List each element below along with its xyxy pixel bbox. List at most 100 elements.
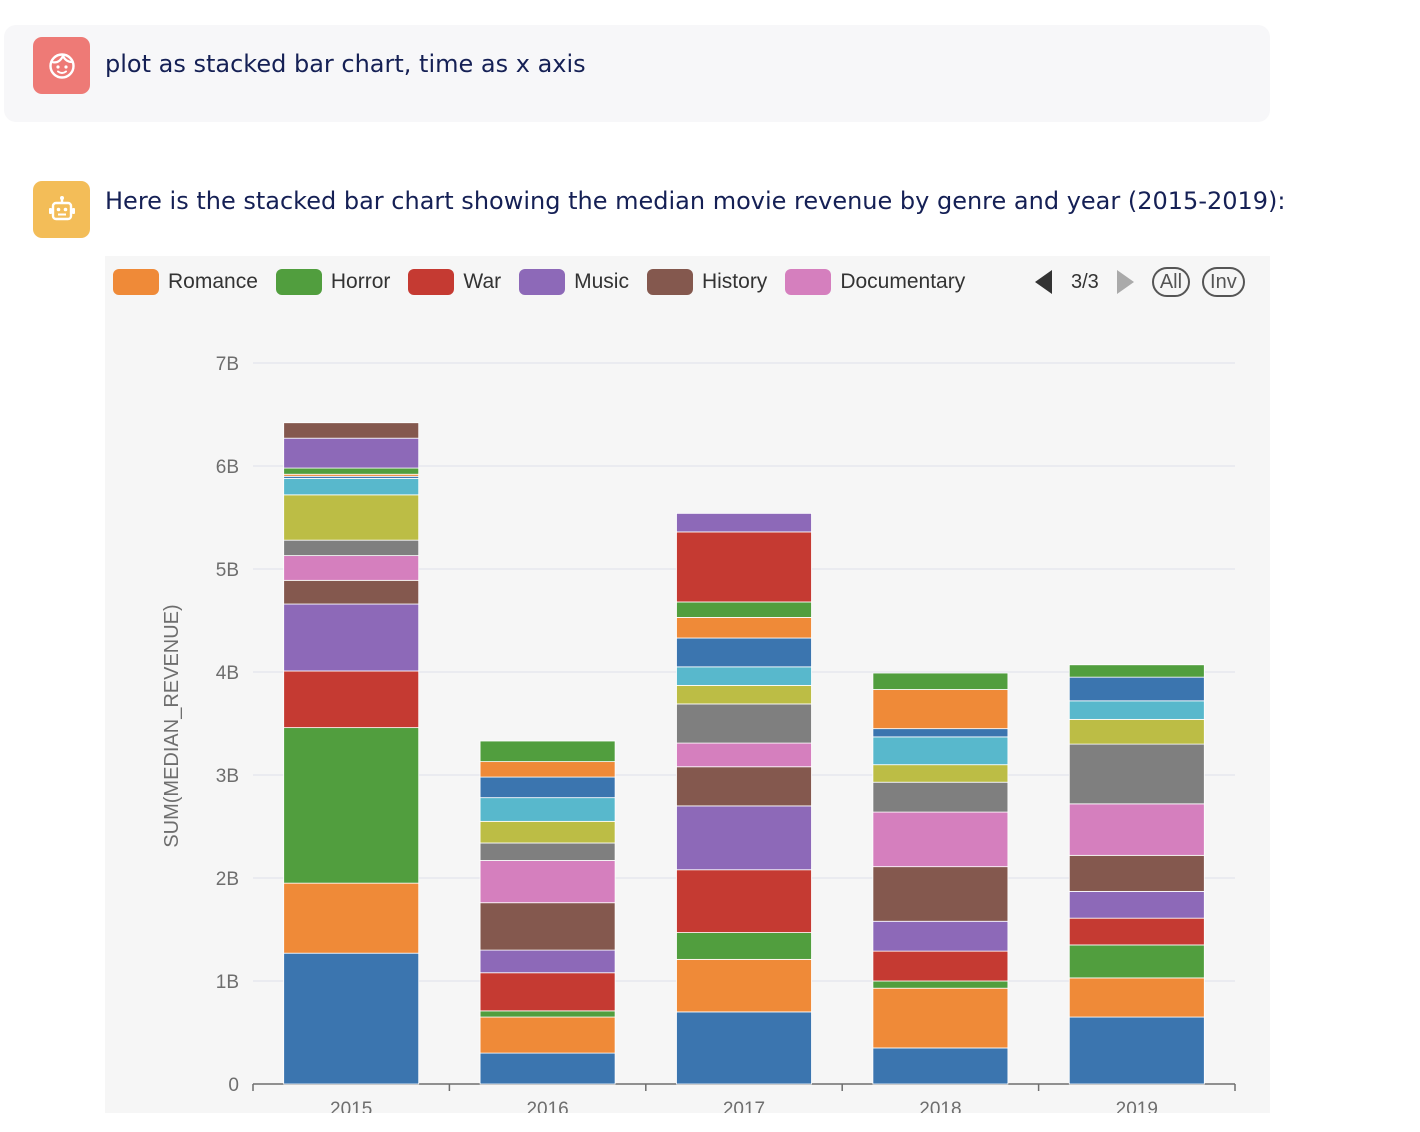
legend-item-horror[interactable]: Horror	[275, 269, 391, 295]
bar-segment	[872, 781, 1009, 813]
bar-segment	[676, 637, 812, 668]
legend-label: War	[463, 270, 502, 293]
bar-segment	[479, 740, 616, 763]
y-tick-label: 0	[228, 1075, 239, 1096]
x-tick-label: 2016	[526, 1099, 568, 1113]
bar-segment	[676, 932, 812, 960]
bar-segment	[872, 689, 1009, 730]
bar-segment	[1068, 718, 1205, 745]
bar-segment	[1068, 944, 1205, 979]
bar-segment	[479, 1016, 616, 1054]
y-tick-label: 2B	[216, 869, 239, 890]
bar-segment	[872, 980, 1009, 989]
legend-swatch	[275, 269, 322, 295]
user-message: plot as stacked bar chart, time as x axi…	[4, 25, 1270, 122]
user-avatar	[33, 37, 90, 94]
bar-segment	[676, 531, 812, 603]
bar-segment	[283, 437, 420, 469]
bar-segment	[479, 1010, 616, 1018]
bar-segment	[872, 987, 1009, 1049]
legend-label: Romance	[168, 270, 258, 293]
legend-swatch	[408, 269, 455, 295]
bar-segment	[676, 766, 812, 807]
bar-segment	[676, 703, 812, 744]
face-icon	[48, 52, 75, 79]
bar-segment	[872, 950, 1009, 982]
legend-item-history[interactable]: History	[646, 269, 768, 295]
legend-page-indicator: 3/3	[1071, 270, 1099, 293]
chart-container: Romance Horror War Music History Documentary …	[105, 256, 1270, 1113]
bar-segment	[479, 797, 616, 822]
legend-item-music[interactable]: Music	[519, 269, 629, 295]
bar-segment	[676, 1011, 812, 1085]
bar-segment	[872, 920, 1009, 952]
bar-segment	[283, 603, 420, 672]
bar-segment	[1068, 977, 1205, 1018]
legend-item-war[interactable]: War	[408, 269, 501, 295]
bar-segment	[872, 672, 1009, 690]
bar-segment	[283, 670, 420, 729]
bar-segment	[676, 869, 812, 933]
legend-item-romance[interactable]: Romance	[113, 269, 258, 295]
bar-segment	[872, 866, 1009, 922]
bar-segment	[479, 949, 616, 974]
bar-segment	[1068, 676, 1205, 702]
legend-swatch	[113, 269, 159, 295]
bar-segment	[479, 902, 616, 951]
bar-segment	[872, 1047, 1009, 1085]
bar-segment	[283, 727, 420, 884]
bar-segment	[676, 805, 812, 871]
y-tick-label: 6B	[216, 457, 239, 478]
next-page-icon[interactable]	[1116, 270, 1134, 294]
bar-segment	[1068, 890, 1205, 919]
bar-segment	[479, 860, 616, 904]
previous-page-icon[interactable]	[1035, 270, 1052, 294]
bot-message-text: Here is the stacked bar chart showing th…	[105, 187, 1286, 215]
legend-swatch	[785, 269, 832, 295]
bar-segment	[479, 761, 616, 778]
bar-segment	[872, 811, 1009, 868]
bar-segment	[872, 764, 1009, 783]
bar-segment	[283, 539, 420, 557]
bar-segment	[676, 742, 812, 768]
bar-segment	[283, 467, 420, 475]
x-tick-label: 2017	[723, 1099, 765, 1113]
bar-segment	[1068, 854, 1205, 892]
robot-icon	[48, 195, 75, 220]
x-tick-label: 2015	[330, 1099, 372, 1113]
bar-segment	[479, 972, 616, 1012]
bar-segment	[872, 736, 1009, 766]
bar-segment	[479, 776, 616, 799]
bar-segment	[479, 842, 616, 861]
y-tick-label: 3B	[216, 766, 239, 787]
bar-segment	[676, 601, 812, 618]
legend-item-documentary[interactable]: Documentary	[785, 269, 965, 295]
bar-segment	[1068, 803, 1205, 856]
y-tick-label: 5B	[216, 560, 239, 581]
bar-segment	[479, 820, 616, 844]
stacked-bar-chart: 0 1B 2B 3B 4B 5B 6B 7B SUM(MEDIAN_REVENUE) 2015 20…	[161, 354, 1236, 1113]
legend-all-button[interactable]: All	[1151, 267, 1191, 297]
bar-segment	[676, 666, 812, 686]
x-tick-label: 2018	[919, 1099, 961, 1113]
y-tick-label: 7B	[216, 354, 239, 375]
y-tick-label: 1B	[216, 972, 239, 993]
x-tick-label: 2019	[1116, 1099, 1158, 1113]
legend-swatch	[519, 269, 566, 295]
legend-label: History	[701, 270, 768, 293]
bar-segment	[283, 477, 420, 496]
bar-segment	[676, 512, 812, 533]
legend-label: Horror	[330, 270, 391, 293]
bar-segment	[283, 952, 420, 1085]
legend-invert-button[interactable]: Inv	[1202, 267, 1245, 297]
bar-segment	[1068, 743, 1205, 805]
bar-segment	[283, 882, 420, 954]
legend-label: Music	[574, 270, 629, 293]
bar-segment	[1068, 664, 1205, 678]
user-message-text: plot as stacked bar chart, time as x axi…	[105, 50, 586, 78]
bar-segment	[676, 958, 812, 1013]
bar-segment	[872, 728, 1009, 738]
bar-segment	[283, 422, 420, 439]
chart-legend: Romance Horror War Music History Documentary	[113, 264, 983, 300]
bar-segment	[283, 579, 420, 605]
